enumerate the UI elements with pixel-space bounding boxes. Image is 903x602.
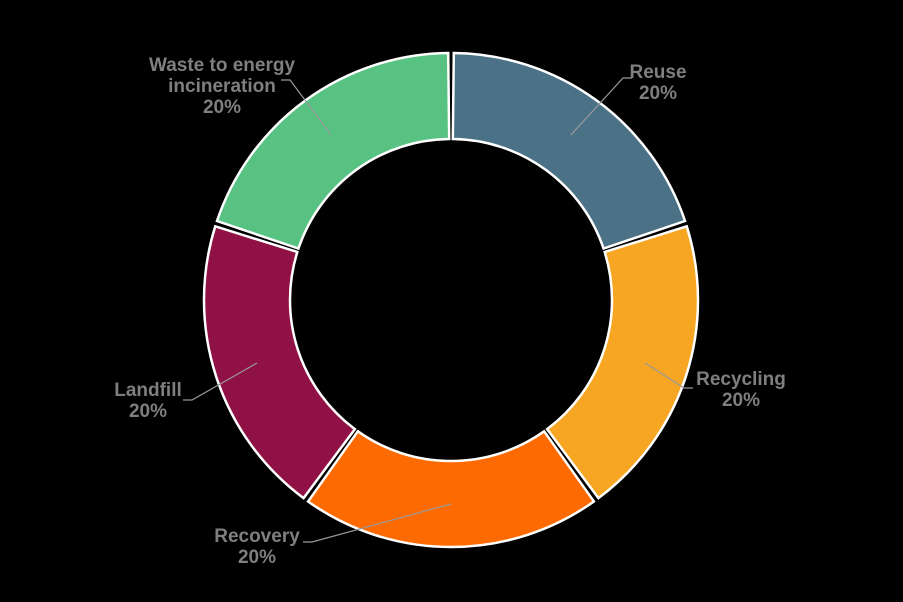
leader-line-reuse [570,77,632,136]
leader-line-waste-to-energy-incineration [281,79,332,136]
slice-recovery [306,429,596,549]
leader-line-recycling [644,362,693,389]
slice-recycling [545,224,700,500]
slice-label-landfill: Landfill 20% [114,380,182,422]
leader-line-recovery [303,503,452,543]
slice-label-waste-to-energy-incineration: Waste to energy incineration 20% [149,55,295,118]
slice-waste-to-energy-incineration [215,51,451,251]
slice-label-recovery: Recovery 20% [214,526,300,568]
slice-reuse [451,51,687,251]
slice-landfill [202,224,357,500]
leader-line-landfill [183,362,258,401]
slice-label-recycling: Recycling 20% [696,369,786,411]
slice-label-reuse: Reuse 20% [629,62,686,104]
